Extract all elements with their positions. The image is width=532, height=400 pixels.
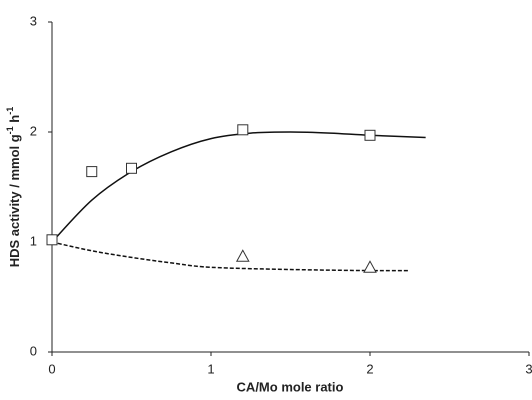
x-tick-label: 1 bbox=[207, 361, 214, 376]
y-label-part: HDS activity / mmol g bbox=[7, 134, 22, 267]
y-label-sup: -1 bbox=[5, 126, 15, 134]
y-axis-label: HDS activity / mmol g-1 h-1 bbox=[5, 107, 22, 268]
x-tick-label: 3 bbox=[525, 361, 532, 376]
square-marker bbox=[46, 234, 58, 246]
square-marker bbox=[364, 129, 376, 141]
square-marker bbox=[126, 162, 137, 174]
x-axis-label: CA/Mo mole ratio bbox=[237, 379, 344, 394]
y-tick-label: 1 bbox=[30, 233, 37, 248]
x-tick-label: 0 bbox=[48, 361, 55, 376]
triangle-marker bbox=[235, 249, 250, 262]
x-tick-label: 2 bbox=[366, 361, 373, 376]
y-tick-label: 2 bbox=[30, 123, 37, 138]
y-tick-label: 3 bbox=[30, 13, 37, 28]
fit-curve bbox=[51, 241, 410, 272]
y-label-sup: -1 bbox=[5, 107, 15, 115]
fit-curve bbox=[51, 131, 426, 243]
square-marker bbox=[86, 166, 98, 178]
y-label-part: h bbox=[7, 115, 22, 127]
square-marker bbox=[237, 124, 249, 136]
y-tick-label: 0 bbox=[30, 343, 37, 358]
triangle-marker bbox=[363, 260, 377, 273]
